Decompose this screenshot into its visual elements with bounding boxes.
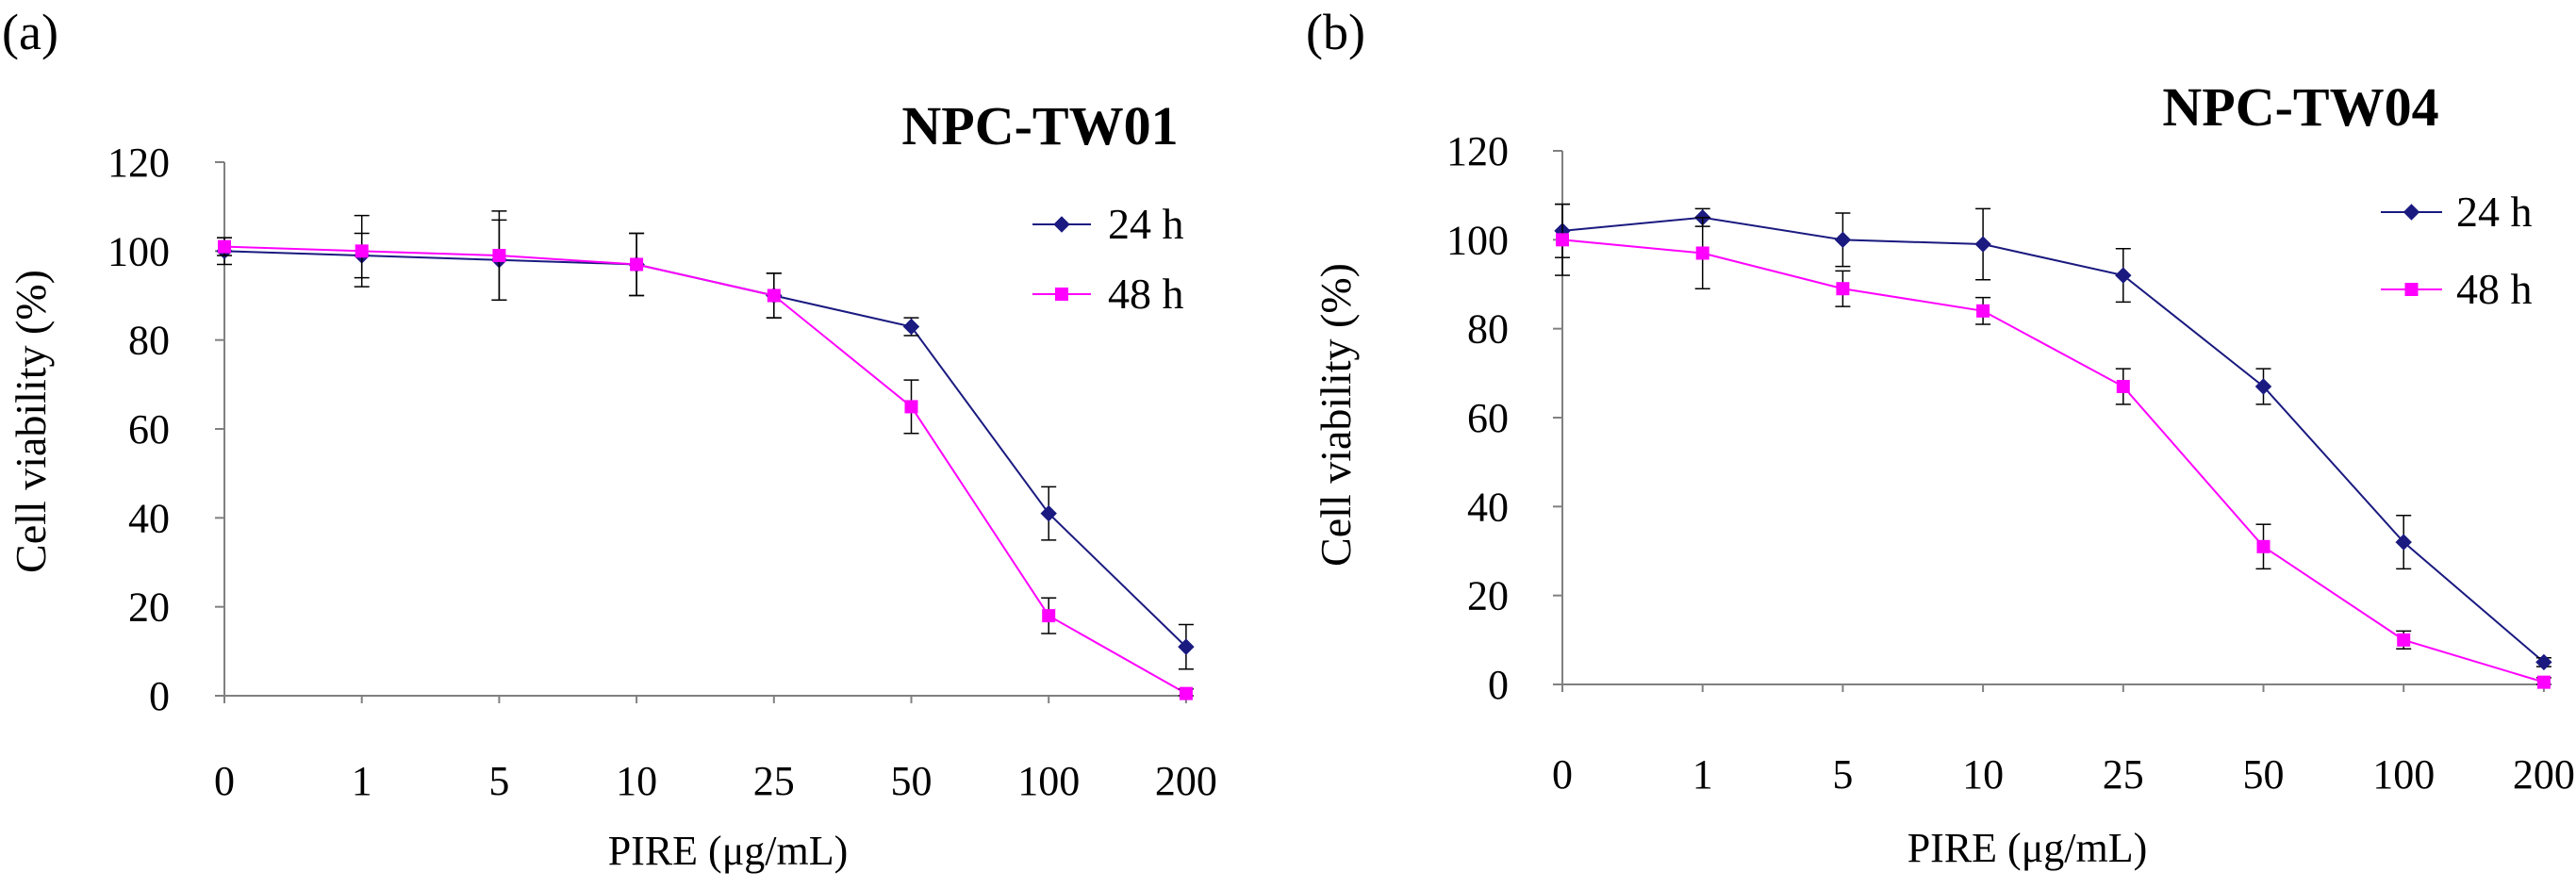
x-tick-label-b: 25 — [2103, 751, 2144, 798]
data-point-b-1 — [2397, 633, 2411, 647]
data-point-a-1 — [767, 288, 781, 303]
legend-label-b-1: 48 h — [2456, 265, 2533, 313]
y-tick-label-a: 0 — [149, 673, 170, 719]
data-point-b-0 — [2254, 378, 2272, 395]
panel-a: (a) NPC-TW01 Cell viability (%) PIRE (μg… — [2, 4, 1217, 874]
y-tick-label-b: 60 — [1467, 395, 1509, 441]
x-tick-label-a: 10 — [616, 758, 657, 804]
data-point-a-1 — [492, 249, 506, 263]
legend-marker-a-0 — [1053, 216, 1070, 233]
y-tick-label-a: 100 — [107, 228, 170, 274]
x-tick-label-a: 100 — [1017, 758, 1080, 804]
y-tick-label-b: 80 — [1467, 306, 1509, 353]
data-point-b-1 — [2256, 539, 2271, 553]
legend-marker-b-0 — [2403, 204, 2420, 221]
y-tick-label-a: 40 — [128, 495, 170, 541]
legend-label-a-0: 24 h — [1108, 200, 1184, 248]
data-point-a-1 — [630, 257, 644, 272]
panel-a-x-axis-label: PIRE (μg/mL) — [608, 828, 849, 874]
data-point-a-1 — [1042, 609, 1056, 623]
x-tick-label-b: 50 — [2243, 751, 2285, 798]
y-tick-label-b: 120 — [1446, 128, 1509, 174]
y-tick-label-a: 120 — [107, 140, 170, 186]
legend-marker-a-1 — [1055, 288, 1068, 301]
data-point-a-0 — [902, 318, 920, 336]
data-point-a-1 — [904, 400, 918, 414]
data-point-b-0 — [2395, 534, 2412, 551]
legend-label-b-0: 24 h — [2456, 188, 2533, 236]
panel-b-y-axis-label: Cell viability (%) — [1312, 263, 1360, 567]
legend-label-a-1: 48 h — [1108, 270, 1184, 318]
y-tick-label-b: 20 — [1467, 573, 1509, 619]
panel-b-title: NPC-TW04 — [2162, 76, 2438, 138]
x-tick-label-a: 200 — [1155, 758, 1217, 804]
x-tick-label-a: 25 — [753, 758, 795, 804]
x-tick-label-b: 100 — [2372, 751, 2435, 798]
panel-b-plot-area: 0 20 40 60 80 100 120 0 1 5 10 25 50 100 200 24 h 48 h — [1446, 128, 2575, 798]
series-line-a-0 — [223, 250, 1187, 648]
data-point-a-0 — [1040, 504, 1057, 522]
data-point-b-1 — [1976, 304, 1990, 318]
series-line-a-1 — [223, 245, 1187, 695]
data-point-b-1 — [1695, 246, 1709, 260]
data-point-b-0 — [1974, 236, 1991, 253]
panel-a-label: (a) — [2, 4, 58, 60]
x-tick-label-b: 0 — [1552, 751, 1573, 798]
data-point-b-1 — [1556, 233, 1569, 247]
x-tick-label-b: 200 — [2513, 751, 2575, 798]
y-tick-label-a: 60 — [128, 406, 170, 453]
x-tick-label-b: 5 — [1832, 751, 1853, 798]
data-point-a-1 — [218, 239, 231, 254]
y-tick-label-b: 40 — [1467, 484, 1509, 530]
series-line-b-0 — [1561, 216, 2545, 664]
data-point-b-0 — [2535, 653, 2552, 671]
x-tick-label-a: 5 — [488, 758, 509, 804]
data-point-b-1 — [1836, 282, 1850, 296]
panel-a-plot-area: 0 20 40 60 80 100 120 0 1 5 10 25 50 100 200 24 h 48 h — [107, 140, 1217, 804]
data-point-b-1 — [2116, 379, 2130, 393]
data-point-b-0 — [1834, 231, 1852, 249]
panel-b: (b) NPC-TW04 Cell viability (%) PIRE (μg… — [1306, 4, 2575, 871]
x-tick-label-a: 50 — [891, 758, 933, 804]
x-tick-label-b: 1 — [1693, 751, 1713, 798]
legend-marker-b-1 — [2404, 283, 2419, 296]
panel-a-title: NPC-TW01 — [901, 95, 1178, 156]
data-point-a-0 — [1178, 638, 1195, 655]
x-tick-label-b: 10 — [1962, 751, 2004, 798]
x-tick-label-a: 0 — [214, 758, 235, 804]
panel-b-label: (b) — [1306, 4, 1365, 60]
panel-a-y-axis-label: Cell viability (%) — [7, 270, 55, 573]
data-point-b-1 — [2536, 675, 2551, 689]
y-tick-label-a: 80 — [128, 318, 170, 364]
data-point-a-1 — [355, 244, 369, 258]
y-tick-label-b: 0 — [1488, 662, 1509, 708]
data-point-b-0 — [2115, 267, 2132, 284]
x-tick-label-a: 1 — [352, 758, 372, 804]
y-tick-label-a: 20 — [128, 584, 170, 631]
data-point-a-1 — [1179, 686, 1193, 700]
series-line-b-1 — [1561, 239, 2545, 683]
panel-b-x-axis-label: PIRE (μg/mL) — [1907, 825, 2148, 871]
y-tick-label-b: 100 — [1446, 217, 1509, 263]
